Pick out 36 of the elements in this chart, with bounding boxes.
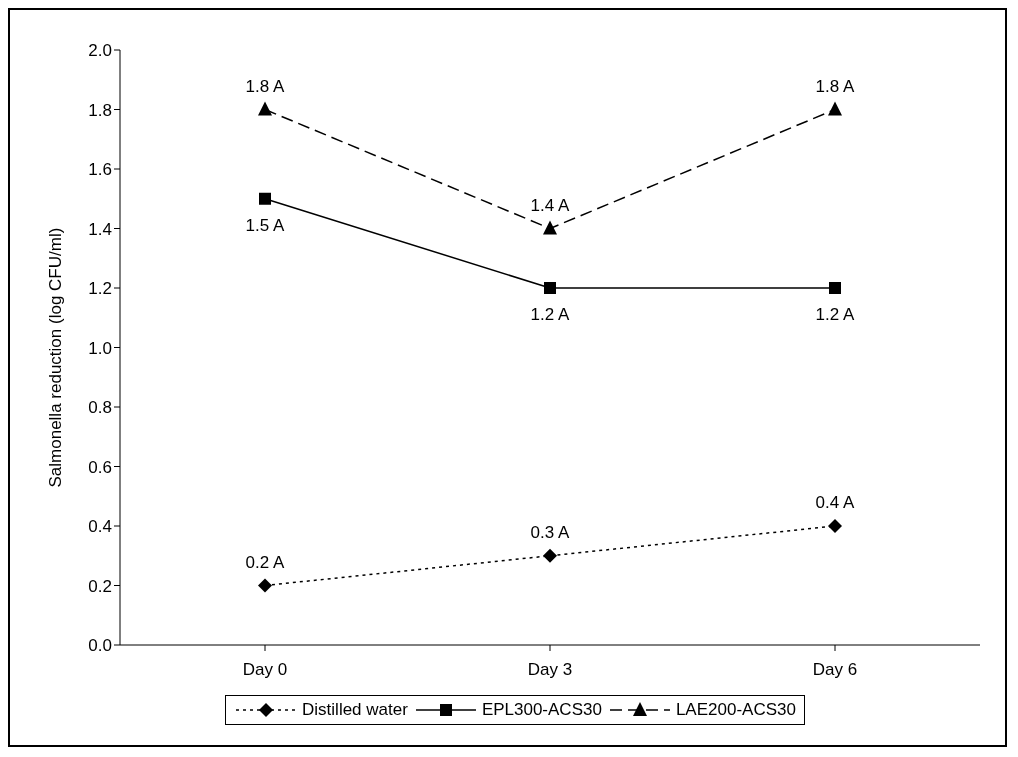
point	[829, 282, 841, 294]
x-tick-label: Day 6	[812, 660, 858, 680]
x-tick-label: Day 3	[527, 660, 573, 680]
x-tick-label: Day 0	[242, 660, 288, 680]
y-tick-label: 1.2	[88, 279, 112, 299]
y-tick-label: 2.0	[88, 41, 112, 61]
point	[258, 101, 272, 116]
data-label: 1.8 A	[245, 76, 286, 96]
data-label: 0.2 A	[245, 552, 286, 572]
data-label: 1.2 A	[530, 305, 571, 324]
y-axis-title: Salmonella reduction (log CFU/ml)	[46, 227, 66, 488]
point	[543, 220, 557, 235]
y-tick-label: 0.0	[88, 636, 112, 656]
y-tick-label: 1.4	[88, 219, 112, 239]
y-tick-label: 1.6	[88, 160, 112, 180]
y-tick-label: 0.2	[88, 576, 112, 596]
y-tick-label: 0.4	[88, 517, 112, 537]
data-label: 0.3 A	[530, 522, 571, 542]
data-label: 1.8 A	[815, 76, 856, 96]
y-tick-label: 1.0	[88, 338, 112, 358]
data-label: 1.5 A	[245, 215, 286, 235]
point	[543, 548, 557, 563]
y-tick-label: 1.8	[88, 100, 112, 120]
point	[828, 519, 842, 533]
point	[258, 578, 272, 593]
data-label: 1.4 A	[530, 195, 571, 215]
y-tick-label: 0.6	[88, 457, 112, 477]
legend-label: LAE200-ACS30	[675, 700, 796, 720]
y-tick-label: 0.8	[88, 398, 112, 418]
point	[544, 282, 556, 294]
data-label: 1.2 A	[815, 305, 856, 324]
legend-label: Distilled water	[302, 700, 408, 720]
legend-label: EPL300-ACS30	[481, 700, 602, 720]
data-label: 0.4 A	[815, 493, 856, 512]
point	[259, 192, 271, 205]
point	[828, 101, 842, 116]
